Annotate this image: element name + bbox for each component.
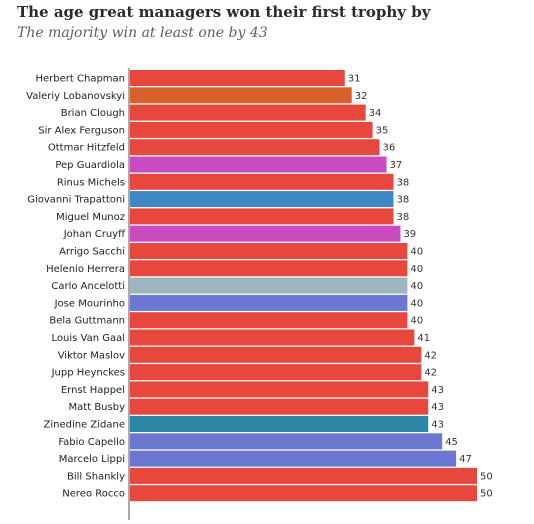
category-label: Marcelo Lippi [59,454,125,465]
value-label: 43 [431,420,444,431]
value-label: 38 [396,195,409,206]
bar [130,121,373,138]
bar [130,208,394,225]
bar [130,381,429,398]
category-label: Zinedine Zidane [43,420,125,431]
category-label: Matt Busby [69,402,126,413]
bar [130,260,408,277]
value-label: 43 [431,385,444,396]
category-label: Valeriy Lobanovskyi [26,91,125,102]
value-label: 40 [410,281,423,292]
bar [130,139,380,156]
category-label: Ernst Happel [61,385,125,396]
category-label: Louis Van Gaal [51,333,125,344]
category-label: Viktor Maslov [58,350,125,361]
value-label: 40 [410,247,423,258]
bar [130,191,394,208]
bar [130,294,408,311]
bar [130,87,352,104]
value-label: 42 [424,350,437,361]
value-label: 36 [383,143,396,154]
category-label: Helenio Herrera [46,264,125,275]
value-label: 42 [424,368,437,379]
category-label: Ottmar Hitzfeld [48,143,125,154]
value-label: 39 [403,229,416,240]
value-label: 40 [410,316,423,327]
bar [130,450,457,467]
bar [130,329,415,346]
bar [130,416,429,432]
bar [130,277,408,294]
value-label: 34 [369,108,382,119]
value-label: 31 [348,74,361,85]
value-label: 50 [480,489,493,500]
bar [130,312,408,329]
chart-subtitle: The majority win at least one by 43 [17,25,268,41]
category-label: Jupp Heynckes [51,368,125,379]
bar [130,156,387,173]
category-label: Nereo Rocco [62,489,125,500]
category-label: Fabio Capello [58,437,125,448]
value-label: 45 [445,437,458,448]
value-label: 38 [396,177,409,188]
value-label: 43 [431,402,444,413]
value-label: 40 [410,264,423,275]
value-label: 38 [396,212,409,223]
value-label: 47 [459,454,472,465]
category-label: Pep Guardiola [55,160,125,171]
value-label: 41 [417,333,430,344]
bar [130,398,429,415]
bar [130,346,422,363]
bar [130,243,408,259]
bar [130,173,394,190]
category-label: Giovanni Trapattoni [27,195,125,206]
value-label: 40 [410,298,423,309]
bar [130,70,345,86]
category-label: Jose Mourinho [54,298,125,309]
category-label: Johan Cruyff [63,229,126,240]
bar [130,433,443,450]
value-label: 32 [355,91,368,102]
category-label: Sir Alex Ferguson [38,125,125,136]
bar [130,467,477,484]
category-label: Bela Guttmann [49,316,125,327]
bar [130,364,422,381]
category-label: Arrigo Sacchi [59,247,125,258]
bar [130,485,477,502]
category-label: Bill Shankly [67,471,125,482]
category-label: Miguel Munoz [56,212,125,223]
category-label: Carlo Ancelotti [51,281,125,292]
category-label: Rinus Michels [57,177,125,188]
category-label: Brian Clough [61,108,125,119]
bar [130,225,401,242]
bar [130,104,366,121]
value-label: 50 [480,471,493,482]
value-label: 37 [390,160,403,171]
value-label: 35 [376,125,389,136]
category-label: Herbert Chapman [36,74,126,85]
chart-title: The age great managers won their first t… [17,3,431,21]
